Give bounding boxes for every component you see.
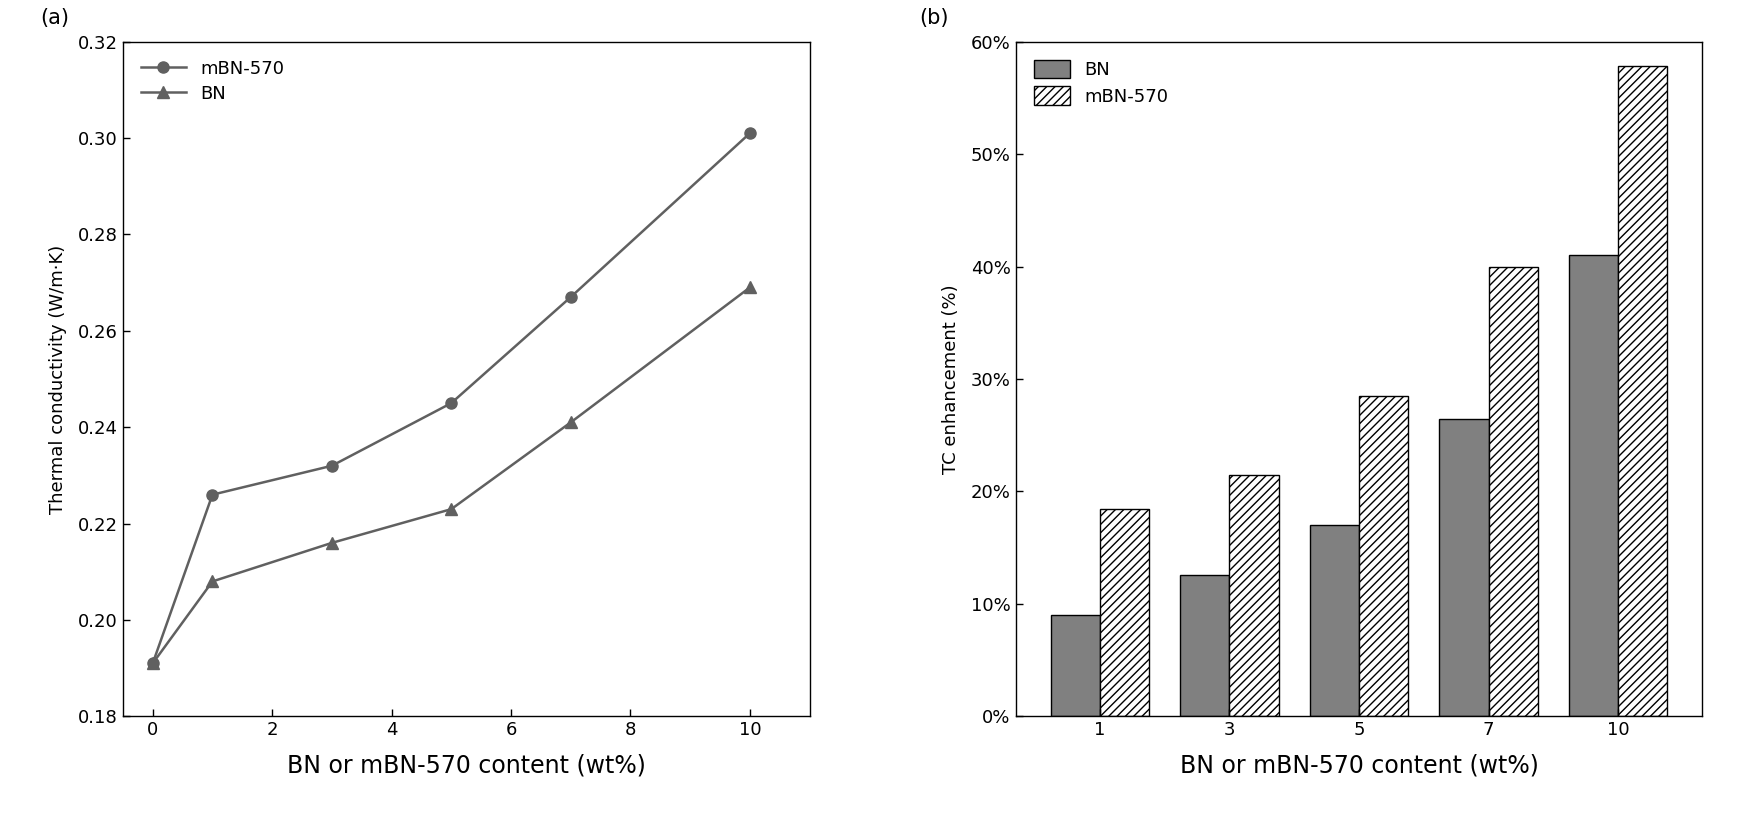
BN (142, 658, 163, 668)
BN (441, 504, 462, 514)
Bar (1309, 526, 1358, 716)
Line: mBN-570: mBN-570 (147, 127, 755, 669)
Bar (1439, 420, 1488, 716)
Bar (1100, 510, 1150, 716)
BN (560, 417, 581, 427)
mBN-570 (202, 490, 223, 500)
mBN-570 (441, 398, 462, 408)
Bar (1569, 256, 1618, 716)
Y-axis label: Thermal conductivity (W/m·K): Thermal conductivity (W/m·K) (49, 244, 67, 514)
BN (739, 282, 760, 292)
Bar (1179, 575, 1230, 716)
mBN-570 (321, 461, 342, 471)
Line: BN: BN (147, 282, 755, 669)
Text: (b): (b) (920, 8, 949, 28)
Bar (1358, 396, 1408, 716)
Y-axis label: TC enhancement (%): TC enhancement (%) (942, 284, 960, 474)
BN (321, 538, 342, 548)
BN (202, 576, 223, 586)
Bar (1230, 475, 1279, 716)
Legend: BN, mBN-570: BN, mBN-570 (1025, 51, 1178, 115)
X-axis label: BN or mBN-570 content (wt%): BN or mBN-570 content (wt%) (286, 753, 646, 777)
mBN-570 (142, 658, 163, 668)
Legend: mBN-570, BN: mBN-570, BN (132, 51, 293, 112)
mBN-570 (560, 292, 581, 302)
Bar (1488, 267, 1537, 716)
X-axis label: BN or mBN-570 content (wt%): BN or mBN-570 content (wt%) (1179, 753, 1539, 777)
Bar (1618, 67, 1667, 716)
Text: (a): (a) (40, 8, 70, 28)
mBN-570 (739, 128, 760, 138)
Bar (1051, 615, 1100, 716)
